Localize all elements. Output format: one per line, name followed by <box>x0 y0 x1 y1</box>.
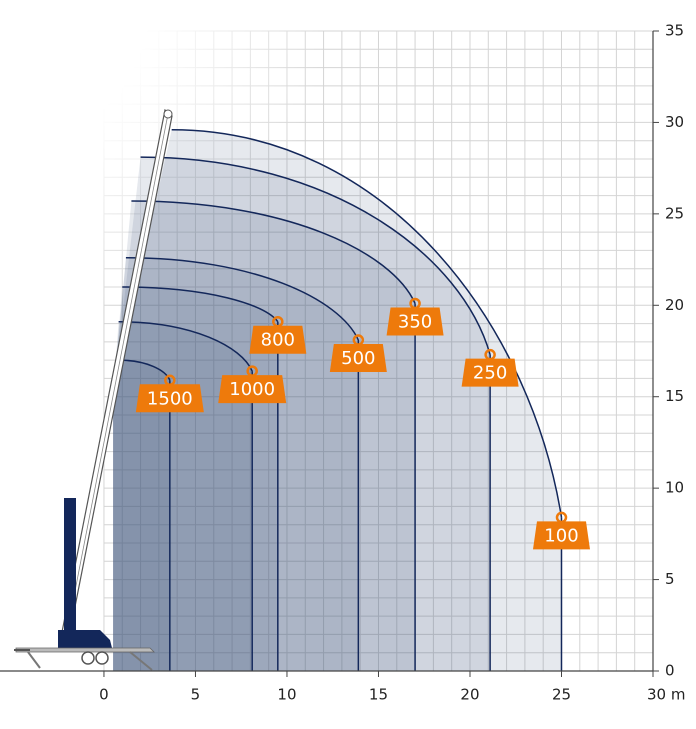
load-label: 800 <box>261 330 295 351</box>
load-curve <box>140 156 491 355</box>
y-tick-label: 30 <box>665 113 684 131</box>
x-tick-label: 5 <box>191 686 201 704</box>
load-curve <box>122 286 279 323</box>
load-curve <box>118 359 171 381</box>
x-tick-label: 15 <box>369 686 388 704</box>
x-tick-label: 25 <box>552 686 571 704</box>
load-zone <box>113 129 562 671</box>
weight-marker <box>461 358 519 387</box>
weight-marker <box>329 344 387 373</box>
load-curve <box>131 200 416 304</box>
x-tick-label: 0 <box>99 686 109 704</box>
y-tick-label: 10 <box>665 479 684 497</box>
load-label: 1000 <box>229 379 275 400</box>
grid-fade <box>0 0 340 330</box>
weight-marker <box>386 307 444 336</box>
load-label: 350 <box>398 311 432 332</box>
load-zone <box>113 257 359 671</box>
y-tick-label: 15 <box>665 387 684 405</box>
weight-marker <box>249 325 307 354</box>
x-tick-label: 10 <box>277 686 296 704</box>
y-tick-label: 35 <box>665 22 684 40</box>
load-label: 1500 <box>147 388 193 409</box>
x-tick-label: 20 <box>460 686 479 704</box>
weight-marker <box>135 384 204 413</box>
y-tick-label: 20 <box>665 296 684 314</box>
load-curve <box>125 256 360 341</box>
y-tick-label: 25 <box>665 204 684 222</box>
crane <box>14 108 173 671</box>
load-curve <box>118 320 253 372</box>
load-zone <box>113 360 170 671</box>
load-label: 250 <box>473 363 507 384</box>
x-tick-label: 30 m <box>647 686 685 704</box>
load-curve <box>171 128 563 518</box>
load-label: 100 <box>544 525 578 546</box>
load-zone <box>113 157 491 671</box>
weight-marker <box>532 521 590 550</box>
load-label: 500 <box>341 348 375 369</box>
y-tick-label: 0 <box>665 662 675 680</box>
load-zone <box>113 201 416 672</box>
y-tick-label: 5 <box>665 570 675 588</box>
weight-marker <box>218 375 287 404</box>
